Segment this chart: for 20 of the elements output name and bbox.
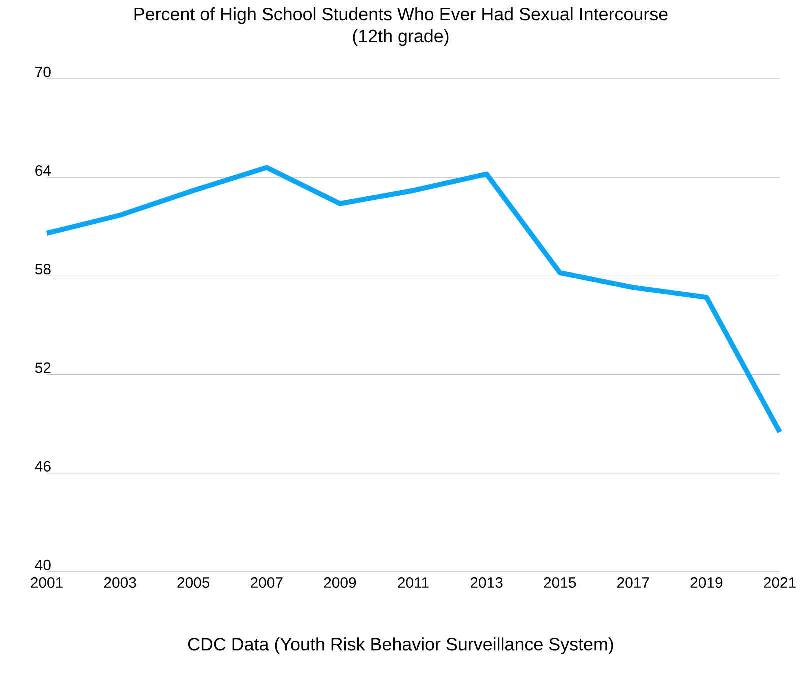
x-tick-label: 2015 bbox=[544, 578, 576, 588]
x-tick-label: 2007 bbox=[251, 578, 283, 588]
x-tick-label: 2019 bbox=[690, 578, 723, 588]
y-tick-label: 58 bbox=[35, 264, 51, 275]
y-tick-label: 52 bbox=[35, 362, 51, 374]
y-tick-label: 70 bbox=[36, 66, 51, 78]
x-tick-label: 2011 bbox=[398, 578, 429, 588]
x-tick-label: 2013 bbox=[470, 578, 503, 588]
x-tick-label: 2005 bbox=[178, 578, 210, 588]
y-tick-label: 40 bbox=[35, 560, 51, 570]
x-tick-label: 2001 bbox=[31, 578, 63, 588]
chart-title: Percent of High School Students Who Ever Had Sexual Intercourse bbox=[134, 8, 668, 24]
x-tick-label: 2021 bbox=[764, 578, 796, 588]
text: CDC Data (Youth Risk Behavior Surveillance System) bbox=[188, 638, 614, 654]
y-tick-label: 46 bbox=[35, 461, 51, 472]
x-tick-label: 2017 bbox=[618, 578, 650, 588]
chart-subtitle: (12th grade) bbox=[353, 29, 449, 46]
x-tick-label: 2003 bbox=[104, 578, 136, 588]
x-tick-label: 2009 bbox=[324, 578, 356, 588]
y-tick-label: 64 bbox=[36, 165, 52, 176]
